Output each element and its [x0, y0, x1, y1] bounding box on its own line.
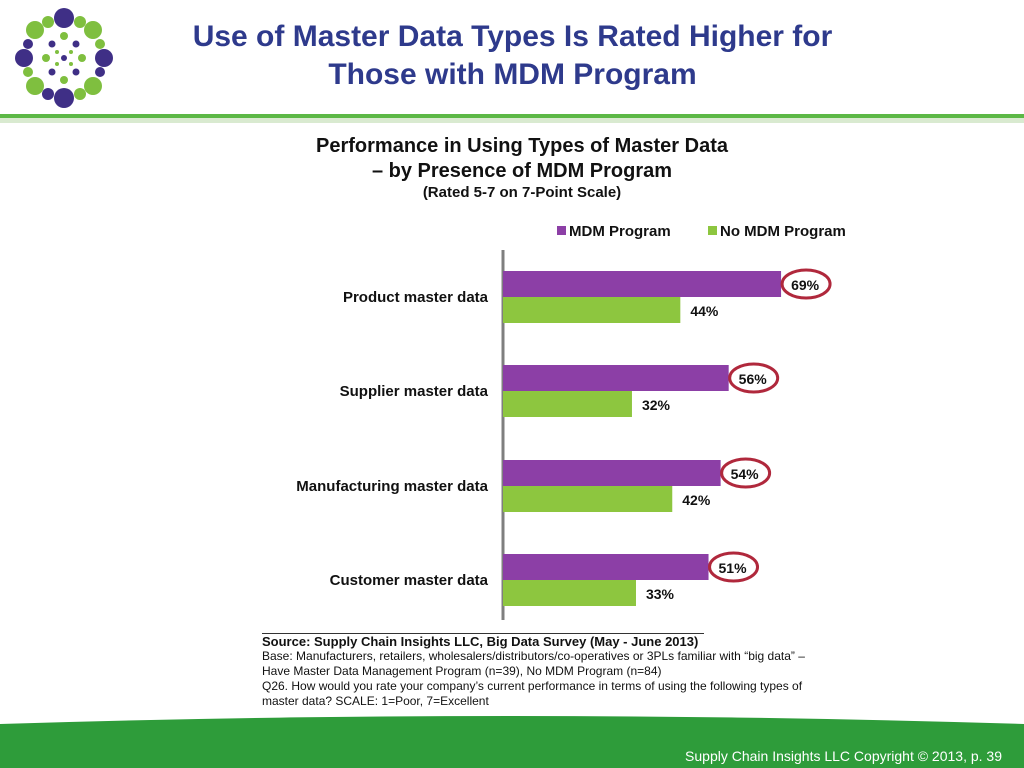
category-label: Product master data	[343, 289, 489, 306]
bar-group: Product master data 69% 44%	[343, 268, 832, 323]
value-label-mdm: 51%	[719, 560, 748, 576]
bar-no-mdm	[503, 297, 681, 323]
bar-no-mdm	[503, 486, 673, 512]
bar-chart: MDM Program No MDM Program Product master …	[296, 223, 846, 620]
bar-group: Customer master data 51% 33%	[330, 551, 760, 606]
copyright-text: Supply Chain Insights LLC Copyright © 20…	[685, 748, 1002, 764]
value-label-mdm: 69%	[791, 277, 820, 293]
value-label-no-mdm: 44%	[690, 303, 719, 319]
question-note-line2: master data? SCALE: 1=Poor, 7=Excellent	[262, 694, 489, 708]
category-label: Supplier master data	[340, 383, 489, 400]
source-note: Source: Supply Chain Insights LLC, Big D…	[262, 634, 699, 649]
category-label: Manufacturing master data	[296, 478, 488, 495]
top-divider	[0, 114, 1024, 123]
legend-label-mdm: MDM Program	[569, 223, 671, 240]
footer-band	[0, 716, 1024, 768]
bar-mdm	[503, 460, 721, 486]
highlight-circle	[720, 457, 772, 489]
bar-mdm	[503, 554, 709, 580]
highlight-circle	[708, 551, 760, 583]
chart-title: Performance in Using Types of Master Dat…	[262, 134, 782, 184]
legend-label-no-mdm: No MDM Program	[720, 223, 846, 240]
value-label-no-mdm: 33%	[646, 586, 675, 602]
bar-group: Supplier master data 56% 32%	[340, 362, 780, 417]
base-note-line1: Base: Manufacturers, retailers, wholesal…	[262, 649, 805, 663]
value-label-no-mdm: 42%	[682, 492, 711, 508]
slide-title: Use of Master Data Types Is Rated Higher…	[130, 18, 895, 94]
bar-mdm	[503, 365, 729, 391]
value-label-mdm: 54%	[731, 466, 760, 482]
chart-subtitle: (Rated 5-7 on 7-Point Scale)	[422, 184, 622, 201]
highlight-circle	[728, 362, 780, 394]
highlight-circle	[780, 268, 832, 300]
bar-mdm	[503, 271, 782, 297]
company-logo	[15, 8, 113, 108]
chart-title-line2: – by Presence of MDM Program	[371, 160, 673, 182]
chart-legend: MDM Program No MDM Program	[557, 223, 846, 240]
legend-swatch-no-mdm	[708, 226, 717, 235]
category-label: Customer master data	[330, 572, 489, 589]
bar-no-mdm	[503, 580, 636, 606]
value-label-no-mdm: 32%	[642, 397, 671, 413]
legend-swatch-mdm	[557, 226, 566, 235]
chart-notes: Source: Supply Chain Insights LLC, Big D…	[262, 634, 882, 709]
slide-title-line1: Use of Master Data Types Is Rated Higher…	[192, 20, 833, 53]
bar-no-mdm	[503, 391, 632, 417]
chart-title-line1: Performance in Using Types of Master Dat…	[316, 135, 728, 157]
logo-dots	[15, 8, 113, 108]
slide-title-line2: Those with MDM Program	[328, 58, 697, 91]
bar-group: Manufacturing master data 54% 42%	[296, 457, 772, 512]
notes-divider	[262, 633, 704, 634]
value-label-mdm: 56%	[739, 371, 768, 387]
question-note-line1: Q26. How would you rate your company’s c…	[262, 679, 803, 693]
base-note-line2: Have Master Data Management Program (n=3…	[262, 664, 662, 678]
